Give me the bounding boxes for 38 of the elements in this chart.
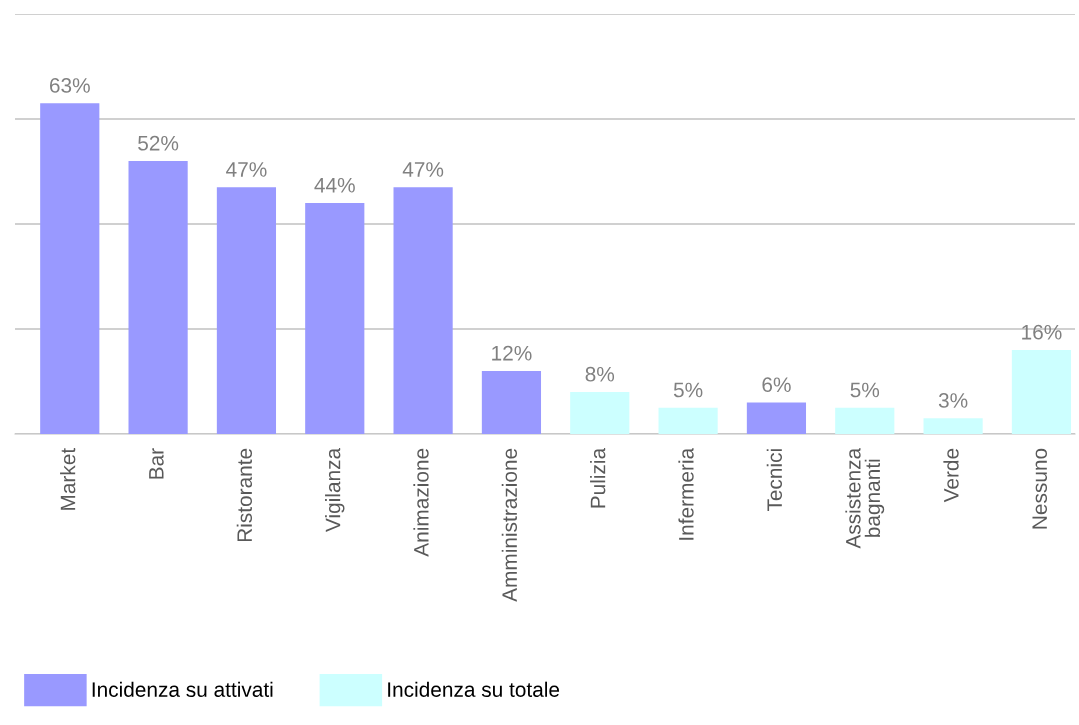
bar — [923, 418, 983, 434]
data-label: 52% — [138, 135, 179, 151]
bar — [1011, 350, 1072, 434]
x-tick-label: Infermeria — [678, 447, 694, 540]
bar — [305, 203, 365, 434]
bar — [216, 187, 277, 434]
x-tick-label: Nessuno — [1032, 448, 1048, 529]
x-tick-label: Vigilanza — [325, 447, 345, 532]
bar — [393, 187, 453, 434]
legend-label: Incidenza su totale — [388, 681, 560, 697]
bar — [746, 402, 807, 434]
data-label: 3% — [938, 393, 968, 408]
bar — [570, 392, 630, 434]
data-label: 47% — [226, 162, 267, 177]
x-tick-label: Assistenza bagnanti — [845, 447, 885, 549]
x-tick-label: Ristorante — [236, 448, 253, 542]
data-label: 8% — [585, 366, 615, 382]
x-tick-label: Verde — [943, 448, 959, 503]
data-label: 47% — [402, 162, 444, 177]
x-tick-label: Bar — [149, 448, 164, 479]
data-label: 12% — [492, 345, 532, 361]
data-label: 16% — [1022, 324, 1062, 340]
x-tick-label: Amministrazione — [501, 448, 518, 602]
data-label: 63% — [49, 78, 90, 93]
data-label: 6% — [762, 377, 791, 393]
x-tick-label: Tecnici — [766, 449, 783, 512]
bar — [40, 103, 100, 434]
bar — [481, 371, 542, 434]
data-label: 44% — [314, 177, 355, 193]
legend-label: Incidenza su attivati — [92, 681, 273, 697]
x-tick-label: Market — [60, 448, 76, 510]
data-label: 5% — [673, 382, 703, 398]
bar — [835, 407, 895, 434]
x-tick-label: Pulizia — [590, 447, 606, 508]
bar — [658, 407, 718, 434]
bar — [128, 161, 188, 434]
data-label: 5% — [850, 382, 880, 398]
x-tick-label: Animazione — [413, 448, 429, 557]
